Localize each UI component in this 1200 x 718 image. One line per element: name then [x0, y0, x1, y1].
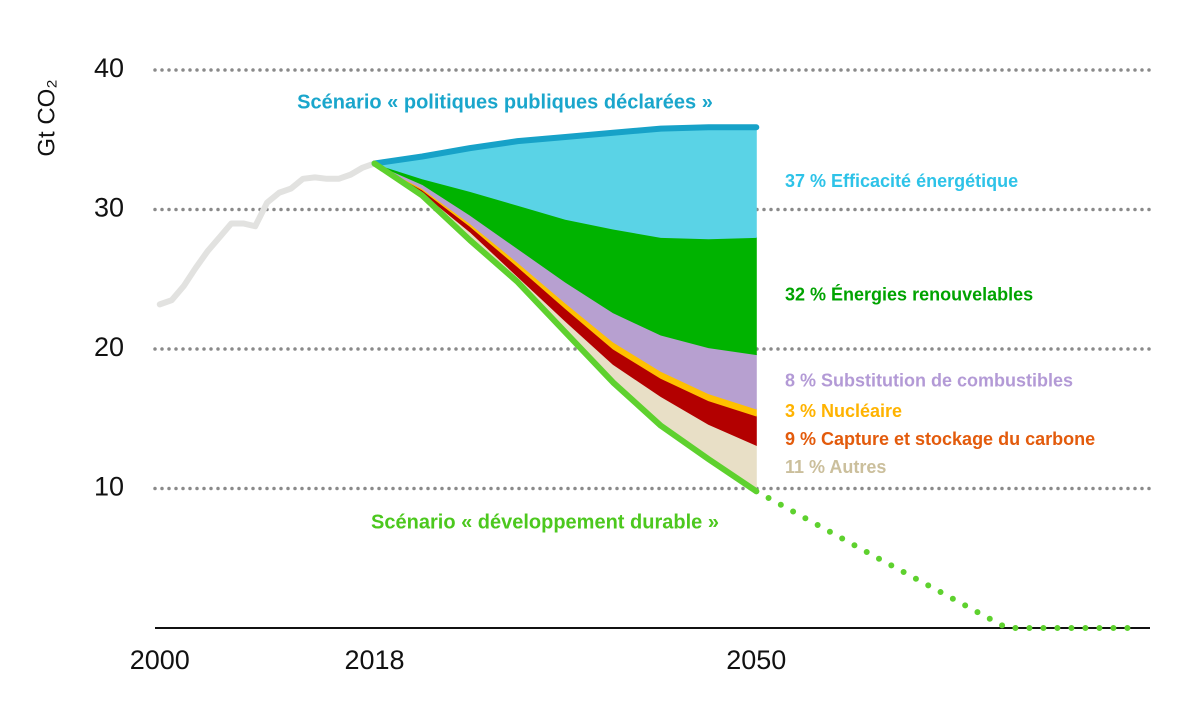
y-tick-label: 30 [94, 193, 124, 223]
lines [156, 124, 1142, 631]
x-tick-label: 2018 [344, 645, 404, 675]
legend-label: 37 % Efficacité énergétique [785, 171, 1018, 191]
line [371, 124, 760, 167]
legend-label: 3 % Nucléaire [785, 401, 902, 421]
y-tick-label: 20 [94, 332, 124, 362]
y-axis-title: Gt CO₂ [33, 79, 60, 156]
legend-label: 9 % Capture et stockage du carbone [785, 429, 1095, 449]
x-tick-label: 2000 [130, 645, 190, 675]
legend-label: 8 % Substitution de combustibles [785, 371, 1073, 391]
scenario-label: Scénario « développement durable » [371, 511, 719, 533]
legend-label: 32 % Énergies renouvelables [785, 284, 1033, 305]
line [156, 160, 378, 308]
wedges [374, 126, 757, 493]
line [371, 160, 760, 495]
line [753, 488, 1142, 631]
x-tick-label: 2050 [726, 645, 786, 675]
legend-label: 11 % Autres [785, 457, 886, 477]
scenario-label: Scénario « politiques publiques déclarée… [297, 91, 713, 113]
labels: 37 % Efficacité énergétique 32 % Énergies… [297, 91, 1095, 533]
y-tick-label: 40 [94, 53, 124, 83]
y-tick-label: 10 [94, 472, 124, 502]
